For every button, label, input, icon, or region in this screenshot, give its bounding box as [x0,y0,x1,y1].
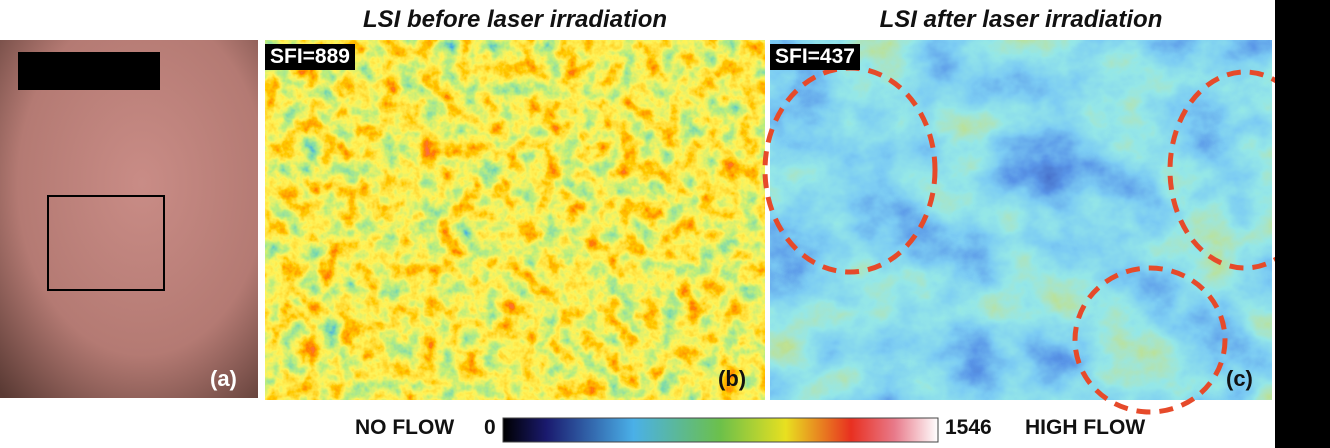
panel-label: (c) [1226,366,1253,391]
privacy-bar [18,52,160,90]
roi-circle [1072,265,1228,415]
sfi-label: SFI=889 [265,44,355,70]
panel-label: (b) [718,366,747,391]
colorbar-right-text: HIGH FLOW [1025,416,1146,439]
side-bar [1275,0,1330,448]
roi-box [47,195,165,291]
colorbar [502,417,939,443]
colorbar-max: 1546 [945,416,992,439]
panel-label: (a) [210,366,237,391]
panel-title: LSI after laser irradiation [879,6,1163,33]
panel-title: LSI before laser irradiation [362,6,668,33]
lsi-after-image [770,40,1272,400]
face-photo [0,40,258,398]
sfi-label: SFI=437 [770,44,860,70]
colorbar-left-text: NO FLOW [355,416,455,439]
colorbar-min: 0 [484,416,496,439]
lsi-before-image [265,40,765,400]
